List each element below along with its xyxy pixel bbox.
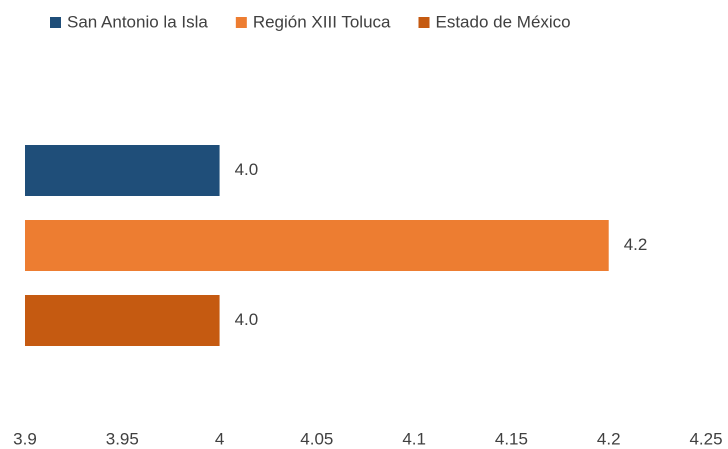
legend-swatch (235, 17, 247, 28)
data-label: 4.2 (624, 235, 648, 254)
legend-label: Estado de México (436, 12, 571, 31)
x-tick-label: 4.2 (597, 429, 621, 448)
x-tick-label: 4.1 (402, 429, 426, 448)
data-label: 4.0 (235, 310, 259, 329)
x-tick-label: 4 (215, 429, 224, 448)
legend-label: San Antonio la Isla (67, 12, 208, 31)
x-tick-label: 4.25 (689, 429, 722, 448)
x-tick-label: 3.9 (13, 429, 37, 448)
x-tick-label: 4.05 (300, 429, 333, 448)
bar (25, 220, 609, 271)
legend-swatch (50, 17, 61, 28)
x-tick-label: 3.95 (106, 429, 139, 448)
bar (25, 295, 220, 346)
legend-label: Región XIII Toluca (253, 12, 391, 31)
legend-swatch (418, 17, 430, 28)
data-label: 4.0 (235, 160, 259, 179)
bar (25, 145, 220, 196)
x-tick-label: 4.15 (495, 429, 528, 448)
